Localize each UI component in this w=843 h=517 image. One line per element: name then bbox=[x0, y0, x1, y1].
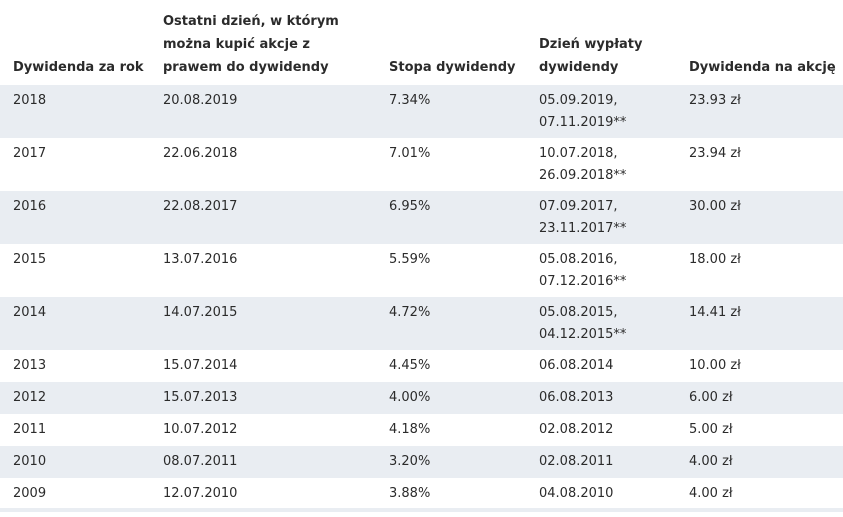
table-row: 2015 13.07.2016 5.59% 05.08.2016, 07.12.2016… bbox=[0, 244, 843, 297]
table-cell: 2011 bbox=[13, 422, 47, 437]
table-cell: 14.41 zł bbox=[689, 297, 843, 350]
table-cell: 10.00 zł bbox=[689, 358, 741, 373]
cell-line: 04.12.2015** bbox=[539, 327, 627, 342]
table-row: 2016 22.08.2017 6.95% 07.09.2017, 23.11.2017… bbox=[0, 191, 843, 244]
table-cell: 2016 bbox=[0, 191, 163, 244]
table-cell: 18.00 zł bbox=[689, 252, 741, 267]
cell-line: 26.09.2018** bbox=[539, 168, 627, 183]
table-cell: 08.07.2011 bbox=[163, 446, 389, 478]
table-cell: 3.88% bbox=[389, 486, 431, 501]
cell-line: 07.11.2019** bbox=[539, 115, 627, 130]
header-cell: Ostatni dzień, w którym można kupić akcj… bbox=[163, 14, 339, 75]
table-cell: 4.00 zł bbox=[689, 446, 843, 478]
table-cell: 2014 bbox=[0, 297, 163, 350]
cell-line: 07.09.2017, bbox=[539, 199, 618, 214]
table-cell: 15.07.2014 bbox=[163, 358, 238, 373]
cell-line: 10.07.2018, bbox=[539, 146, 618, 161]
table-cell: 6.00 zł bbox=[689, 382, 843, 414]
cell-line: 05.09.2019, bbox=[539, 93, 618, 108]
table-cell: 07.09.2017, 23.11.2017** bbox=[539, 191, 689, 244]
table-cell: 2018 bbox=[0, 85, 163, 138]
table-row: 2012 15.07.2013 4.00% 06.08.2013 6.00 zł bbox=[0, 382, 843, 414]
table-cell: 7.34% bbox=[389, 85, 539, 138]
table-cell: 2012 bbox=[0, 382, 163, 414]
table-cell: 2010 bbox=[0, 446, 163, 478]
table-cell: 30.00 zł bbox=[689, 191, 843, 244]
table-row: 2018 20.08.2019 7.34% 05.09.2019, 07.11.2019… bbox=[0, 85, 843, 138]
table-cell: 6.95% bbox=[389, 191, 539, 244]
header-cell: Dzień wypłaty dywidendy bbox=[539, 37, 643, 75]
table-cell: 02.08.2011 bbox=[539, 446, 689, 478]
header-cell: Dywidenda za rok bbox=[13, 60, 144, 75]
table-cell: 7.01% bbox=[389, 146, 431, 161]
header-cell: Stopa dywidendy bbox=[389, 60, 516, 75]
table-cell: 15.07.2013 bbox=[163, 382, 389, 414]
table-cell: 4.45% bbox=[389, 358, 431, 373]
table-cell: 5.00 zł bbox=[689, 422, 733, 437]
table-body: 2018 20.08.2019 7.34% 05.09.2019, 07.11.2019… bbox=[0, 85, 843, 510]
table-cell: 4.00% bbox=[389, 382, 539, 414]
table-cell: 13.07.2016 bbox=[163, 252, 238, 267]
table-cell: 22.06.2018 bbox=[163, 146, 238, 161]
table-row: 2013 15.07.2014 4.45% 06.08.2014 10.00 zł bbox=[0, 350, 843, 382]
table-cell: 05.09.2019, 07.11.2019** bbox=[539, 85, 689, 138]
cell-line: 05.08.2015, bbox=[539, 305, 618, 320]
table-cell: 23.94 zł bbox=[689, 146, 741, 161]
table-cell: 2017 bbox=[13, 146, 47, 161]
cell-line: 05.08.2016, bbox=[539, 252, 618, 267]
table-cell: 14.07.2015 bbox=[163, 297, 389, 350]
table-cell: 02.08.2012 bbox=[539, 422, 614, 437]
table-cell: 4.72% bbox=[389, 297, 539, 350]
table-row: 2011 10.07.2012 4.18% 02.08.2012 5.00 zł bbox=[0, 414, 843, 446]
table-cell: 06.08.2014 bbox=[539, 358, 614, 373]
table-cell: 10.07.2018, 26.09.2018** bbox=[539, 138, 689, 191]
table-cell: 3.20% bbox=[389, 446, 539, 478]
table-cell: 04.08.2010 bbox=[539, 486, 614, 501]
table-cell: 23.93 zł bbox=[689, 85, 843, 138]
table-cell: 5.59% bbox=[389, 252, 431, 267]
table-cell: 2013 bbox=[13, 358, 47, 373]
table-row: 2017 22.06.2018 7.01% 10.07.2018, 26.09.2018… bbox=[0, 138, 843, 191]
table-cell: 10.07.2012 bbox=[163, 422, 238, 437]
header-row: Dywidenda za rok Ostatni dzień, w którym … bbox=[0, 0, 843, 85]
table-cell: 05.08.2015, 04.12.2015** bbox=[539, 297, 689, 350]
cell-line: 23.11.2017** bbox=[539, 221, 627, 236]
table-cell: 12.07.2010 bbox=[163, 486, 238, 501]
table-cell: 20.08.2019 bbox=[163, 85, 389, 138]
table-cell: 06.08.2013 bbox=[539, 382, 689, 414]
table-row: 2014 14.07.2015 4.72% 05.08.2015, 04.12.2015… bbox=[0, 297, 843, 350]
table-cell: 4.00 zł bbox=[689, 486, 733, 501]
table-cell: 05.08.2016, 07.12.2016** bbox=[539, 244, 689, 297]
cell-line: 07.12.2016** bbox=[539, 274, 627, 289]
table-cell: 2009 bbox=[13, 486, 47, 501]
table-row: 2010 08.07.2011 3.20% 02.08.2011 4.00 zł bbox=[0, 446, 843, 478]
table-cell: 22.08.2017 bbox=[163, 191, 389, 244]
table-row: 2009 12.07.2010 3.88% 04.08.2010 4.00 zł bbox=[0, 478, 843, 510]
header-cell: Dywidenda na akcję bbox=[689, 60, 836, 75]
table-cell: 4.18% bbox=[389, 422, 431, 437]
table-cell: 2015 bbox=[13, 252, 47, 267]
